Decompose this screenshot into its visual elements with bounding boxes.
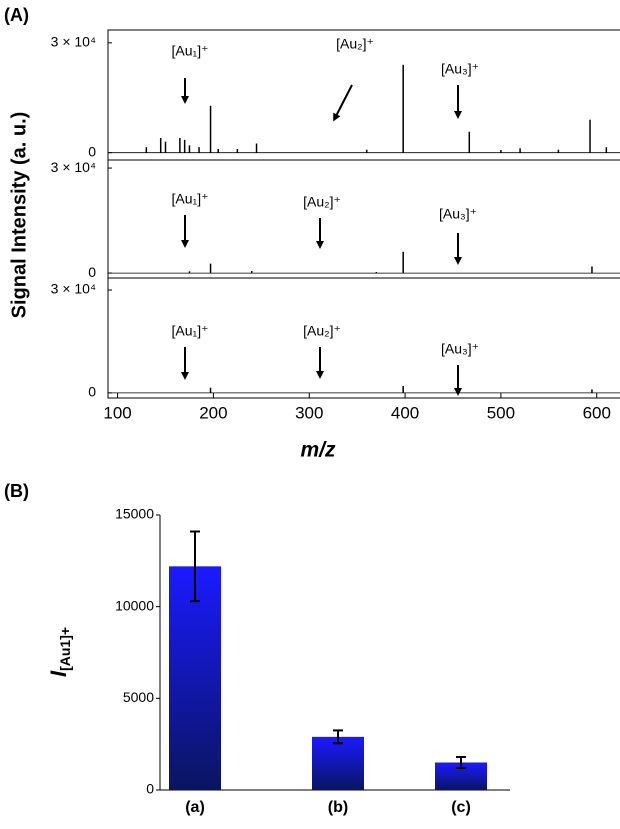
panel-label: (B) bbox=[4, 481, 29, 501]
peak-annotation: [Au₂]⁺ bbox=[303, 323, 341, 339]
peak-annotation: [Au₃]⁺ bbox=[439, 206, 477, 222]
peak-annotation: [Au₁]⁺ bbox=[171, 323, 208, 339]
x-tick-label: 600 bbox=[583, 403, 611, 422]
y-tick-label: 10000 bbox=[115, 597, 154, 613]
arrow bbox=[333, 84, 353, 122]
y-axis-label: Signal Intensity (a. u.) bbox=[8, 112, 30, 319]
x-tick-label: (c) bbox=[451, 799, 471, 816]
peak-annotation: [Au₃]⁺ bbox=[441, 341, 479, 357]
y-tick-label: 3 × 10⁴ bbox=[51, 281, 96, 297]
x-tick-label: 400 bbox=[391, 403, 419, 422]
y-tick-label: 0 bbox=[88, 384, 96, 400]
y-axis-label-text: I[Au1]+ bbox=[46, 627, 73, 677]
x-axis-label: m/z bbox=[300, 439, 336, 462]
x-tick-label: 100 bbox=[103, 403, 131, 422]
bar bbox=[312, 736, 364, 790]
plot-frame bbox=[107, 277, 620, 399]
x-tick-label: (a) bbox=[185, 799, 205, 816]
y-tick-label: 0 bbox=[146, 781, 154, 797]
y-axis-label-sub: [Au1]+ bbox=[57, 627, 73, 671]
panel-label: (A) bbox=[4, 5, 29, 25]
x-tick-label: 300 bbox=[295, 403, 323, 422]
peak-annotation: [Au₃]⁺ bbox=[441, 61, 479, 77]
x-tick-label: (b) bbox=[328, 799, 348, 816]
x-tick-label: 500 bbox=[487, 403, 515, 422]
y-tick-label: 3 × 10⁴ bbox=[51, 159, 96, 175]
y-tick-label: 0 bbox=[88, 143, 96, 159]
bar bbox=[169, 566, 221, 790]
y-axis-label-main: I bbox=[46, 670, 71, 677]
y-tick-label: 5000 bbox=[123, 689, 154, 705]
peak-annotation: [Au₂]⁺ bbox=[336, 36, 374, 52]
y-tick-label: 3 × 10⁴ bbox=[51, 34, 96, 50]
peak-annotation: [Au₂]⁺ bbox=[303, 194, 341, 210]
peak-annotation: [Au₁]⁺ bbox=[171, 191, 208, 207]
y-axis-label: I[Au1]+ bbox=[46, 627, 73, 677]
y-tick-label: 15000 bbox=[115, 506, 154, 522]
x-tick-label: 200 bbox=[199, 403, 227, 422]
y-tick-label: 0 bbox=[88, 264, 96, 280]
peak-annotation: [Au₁]⁺ bbox=[171, 43, 208, 59]
